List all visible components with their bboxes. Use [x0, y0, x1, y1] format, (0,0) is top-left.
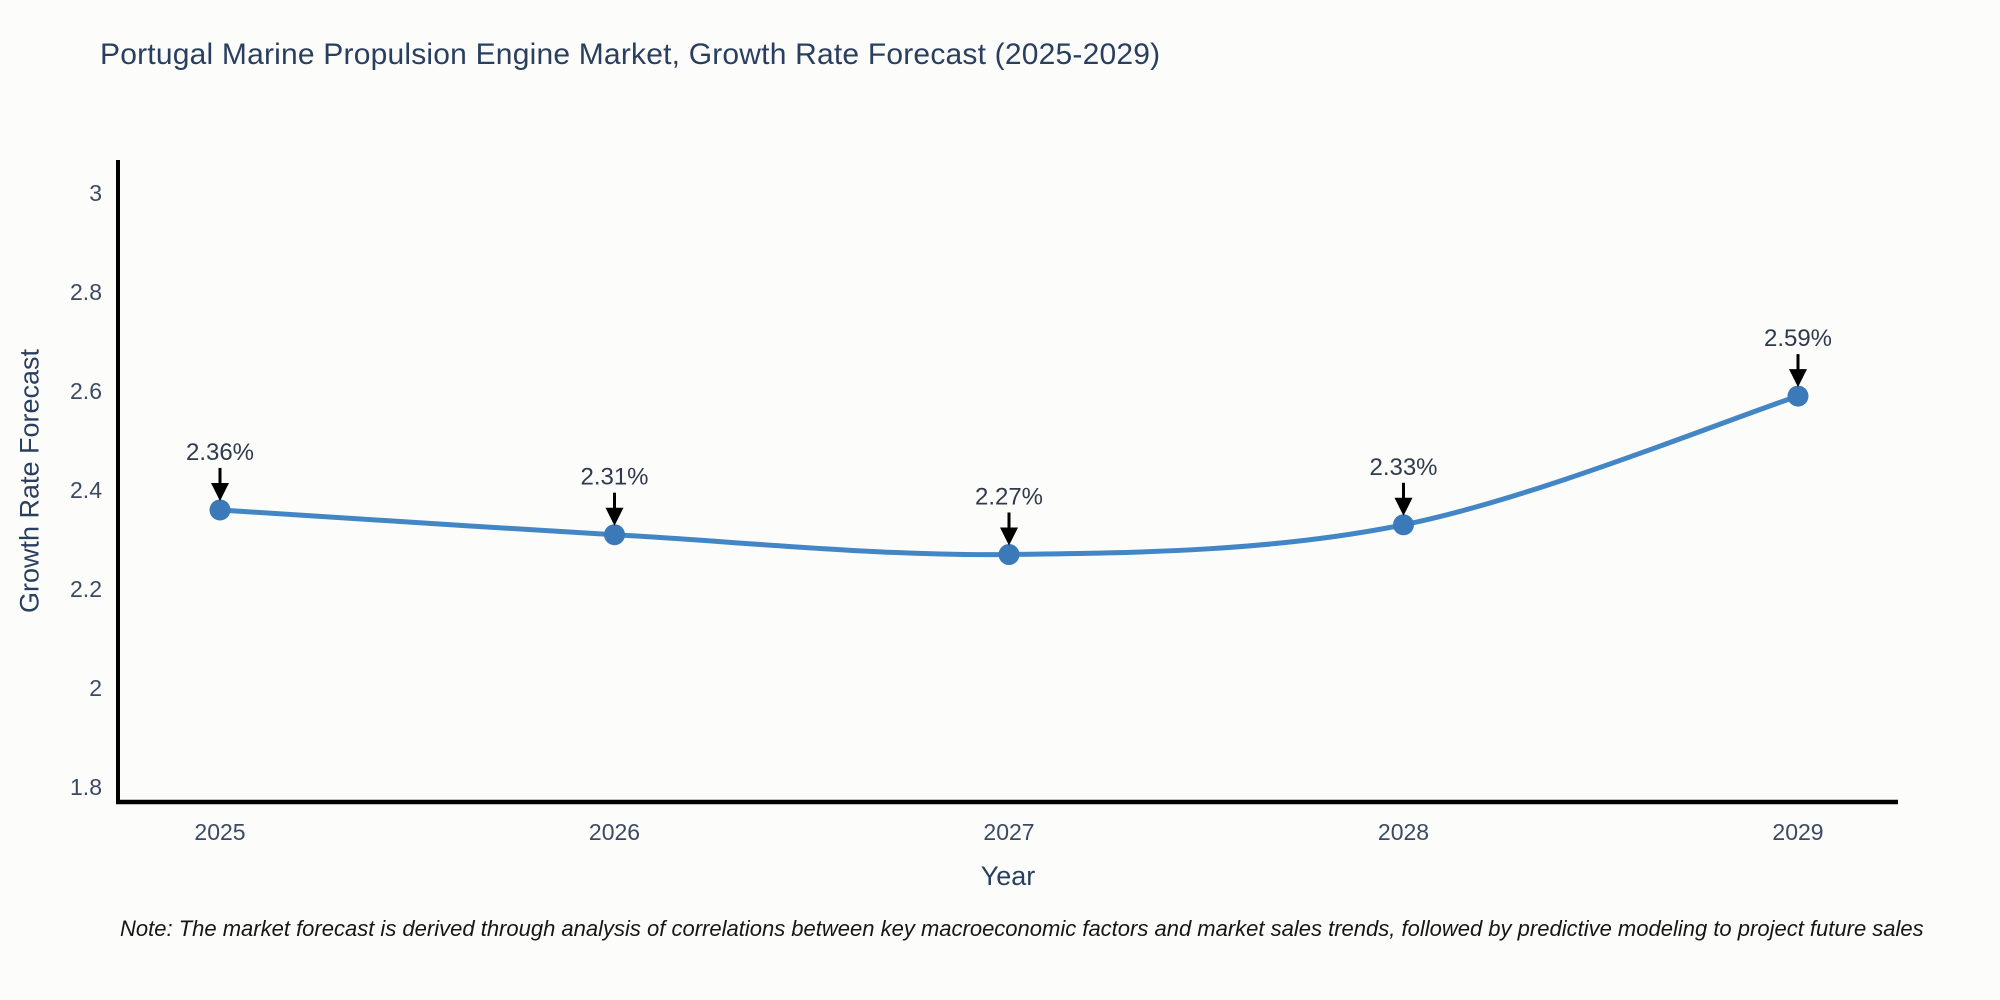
y-tick-label: 2	[89, 675, 102, 701]
y-tick-label: 2.6	[70, 378, 102, 404]
y-tick-label: 3	[89, 180, 102, 206]
data-point-marker	[209, 499, 231, 521]
annotation-arrowhead	[211, 482, 229, 501]
point-label: 2.59%	[1764, 325, 1832, 352]
y-tick-label: 2.2	[70, 576, 102, 602]
annotation-arrowhead	[605, 507, 624, 526]
point-label: 2.31%	[580, 464, 648, 491]
data-point-marker	[1787, 385, 1809, 407]
y-tick-label: 1.8	[70, 774, 102, 800]
annotation-arrowhead	[1789, 369, 1807, 388]
y-tick-label: 2.8	[70, 279, 102, 305]
x-tick-label: 2028	[1378, 819, 1429, 845]
annotation-arrowhead	[1000, 527, 1018, 546]
data-point-marker	[998, 544, 1020, 566]
chart-title: Portugal Marine Propulsion Engine Market…	[100, 38, 1161, 71]
y-tick-label: 2.4	[70, 477, 102, 503]
annotation-arrowhead	[1394, 497, 1413, 516]
point-label: 2.36%	[186, 439, 254, 466]
x-tick-label: 2029	[1772, 819, 1823, 845]
data-point-marker	[1393, 514, 1414, 536]
x-tick-label: 2025	[194, 819, 245, 845]
point-label: 2.27%	[975, 484, 1043, 511]
x-tick-label: 2027	[983, 819, 1034, 845]
x-tick-label: 2026	[589, 819, 640, 845]
x-axis-title: Year	[980, 861, 1036, 891]
data-point-marker	[604, 524, 625, 546]
point-label: 2.33%	[1369, 454, 1437, 481]
footnote: Note: The market forecast is derived thr…	[120, 916, 1924, 941]
